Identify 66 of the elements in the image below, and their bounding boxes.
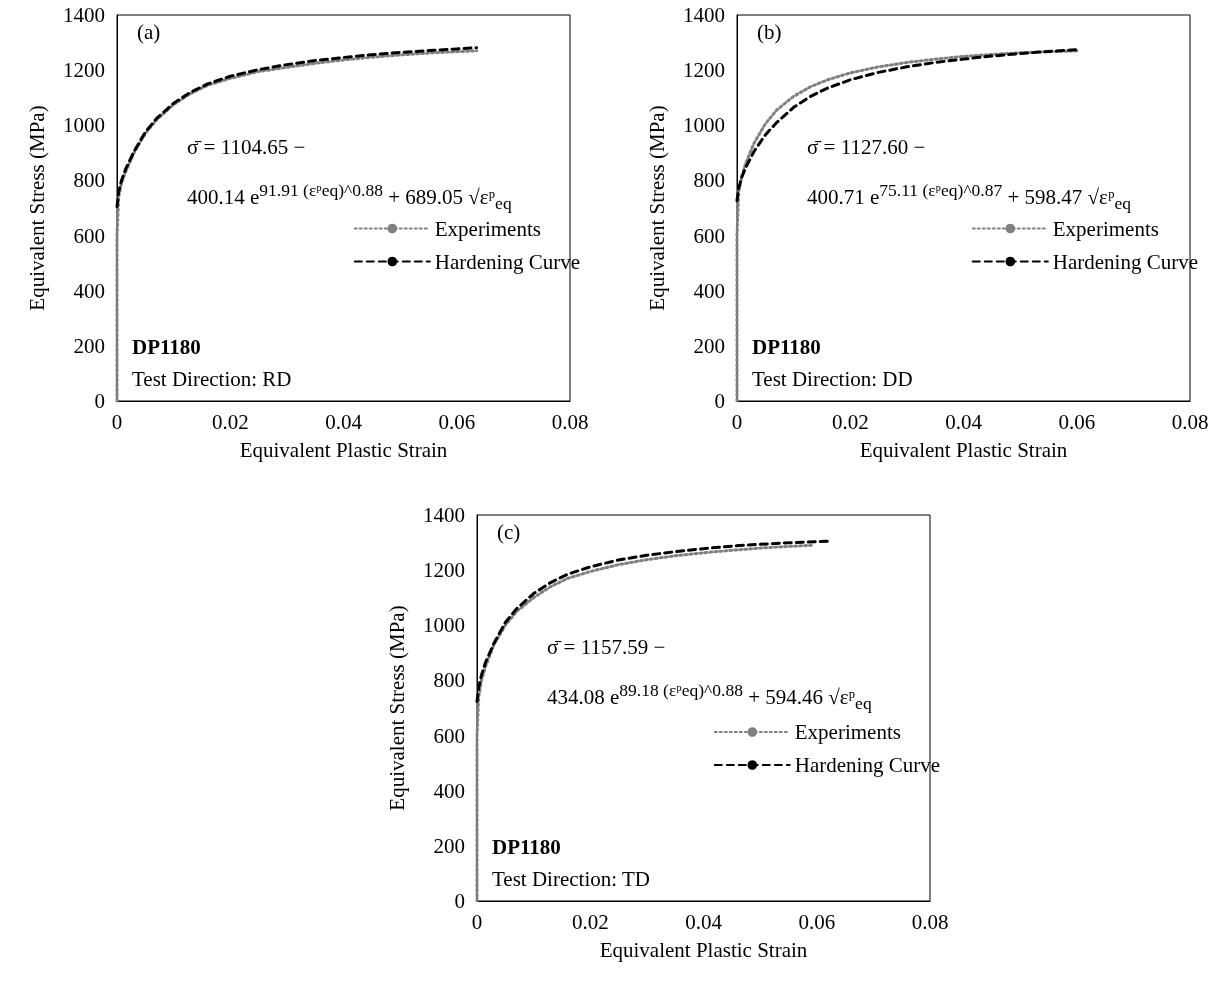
x-tick-label: 0 xyxy=(111,409,123,434)
annotation: Test Direction: RD xyxy=(132,367,292,392)
x-tick-label: 0.02 xyxy=(831,409,869,434)
annotation: σ̄ = 1104.65 − xyxy=(187,135,306,160)
x-tick-label: 0.08 xyxy=(1171,409,1209,434)
annotation: (c) xyxy=(497,520,521,545)
annotation: 400.71 e$^{75.11 (εᵖeq)^0.87}$ + 598.47 √εᵖ$_{eq}$ xyxy=(807,180,1131,215)
legend-label: Hardening Curve xyxy=(794,753,941,777)
annotation: 400.14 e$^{91.91 (εᵖeq)^0.88}$ + 689.05 √εᵖ$_{eq}$ xyxy=(187,180,512,215)
annotation: σ̄ = 1127.60 − xyxy=(807,135,926,160)
y-tick-label: 1200 xyxy=(423,558,465,583)
y-tick-label: 0 xyxy=(714,389,725,413)
legend-label: Hardening Curve xyxy=(1052,249,1199,274)
annotation: (b) xyxy=(757,20,782,45)
y-tick-label: 200 xyxy=(433,833,465,858)
annotation: Test Direction: TD xyxy=(492,867,650,892)
y-tick-label: 0 xyxy=(454,889,465,913)
legend-label: Experiments xyxy=(434,216,541,241)
x-axis-title: Equivalent Plastic Strain xyxy=(239,437,448,462)
x-tick-label: 0.02 xyxy=(211,409,249,434)
y-tick-label: 1000 xyxy=(683,113,725,138)
y-tick-label: 400 xyxy=(693,278,725,303)
x-tick-label: 0.04 xyxy=(685,909,723,934)
x-tick-label: 0.06 xyxy=(1058,409,1096,434)
annotation: (a) xyxy=(137,20,161,45)
annotation: Test Direction: DD xyxy=(752,367,913,392)
y-tick-label: 800 xyxy=(693,168,725,193)
annotation: σ̄ = 1157.59 − xyxy=(547,635,666,660)
annotation: DP1180 xyxy=(132,335,201,360)
x-tick-label: 0.02 xyxy=(571,909,609,934)
annotation: DP1180 xyxy=(492,835,561,860)
y-tick-label: 1200 xyxy=(683,58,725,83)
x-axis-title: Equivalent Plastic Strain xyxy=(859,437,1068,462)
y-tick-label: 200 xyxy=(693,333,725,358)
annotation: 434.08 e$^{89.18 (εᵖeq)^0.88}$ + 594.46 √εᵖ$_{eq}$ xyxy=(547,680,872,715)
y-tick-label: 800 xyxy=(433,668,465,693)
x-tick-label: 0 xyxy=(731,409,743,434)
x-tick-label: 0.08 xyxy=(551,409,589,434)
x-tick-label: 0.06 xyxy=(798,909,836,934)
y-tick-label: 200 xyxy=(73,333,105,358)
y-tick-label: 400 xyxy=(73,278,105,303)
x-axis-title: Equivalent Plastic Strain xyxy=(599,937,808,962)
legend-label: Experiments xyxy=(794,720,901,744)
y-tick-label: 1400 xyxy=(63,3,105,27)
y-axis-title: Equivalent Stress (MPa) xyxy=(644,105,669,311)
y-tick-label: 0 xyxy=(94,389,105,413)
y-tick-label: 1400 xyxy=(423,503,465,527)
x-tick-label: 0.04 xyxy=(945,409,983,434)
x-tick-label: 0.06 xyxy=(438,409,476,434)
annotation: DP1180 xyxy=(752,335,821,360)
y-tick-label: 800 xyxy=(73,168,105,193)
y-tick-label: 400 xyxy=(433,778,465,803)
y-tick-label: 600 xyxy=(73,223,105,248)
y-axis-title: Equivalent Stress (MPa) xyxy=(384,605,409,811)
legend-label: Experiments xyxy=(1052,216,1159,241)
y-tick-label: 1000 xyxy=(63,113,105,138)
x-tick-label: 0.04 xyxy=(325,409,363,434)
legend-label: Hardening Curve xyxy=(434,249,581,274)
x-tick-label: 0 xyxy=(471,909,483,934)
x-tick-label: 0.08 xyxy=(911,909,949,934)
y-tick-label: 1000 xyxy=(423,613,465,638)
y-tick-label: 1200 xyxy=(63,58,105,83)
y-axis-title: Equivalent Stress (MPa) xyxy=(24,105,49,311)
y-tick-label: 600 xyxy=(433,723,465,748)
y-tick-label: 1400 xyxy=(683,3,725,27)
y-tick-label: 600 xyxy=(693,223,725,248)
